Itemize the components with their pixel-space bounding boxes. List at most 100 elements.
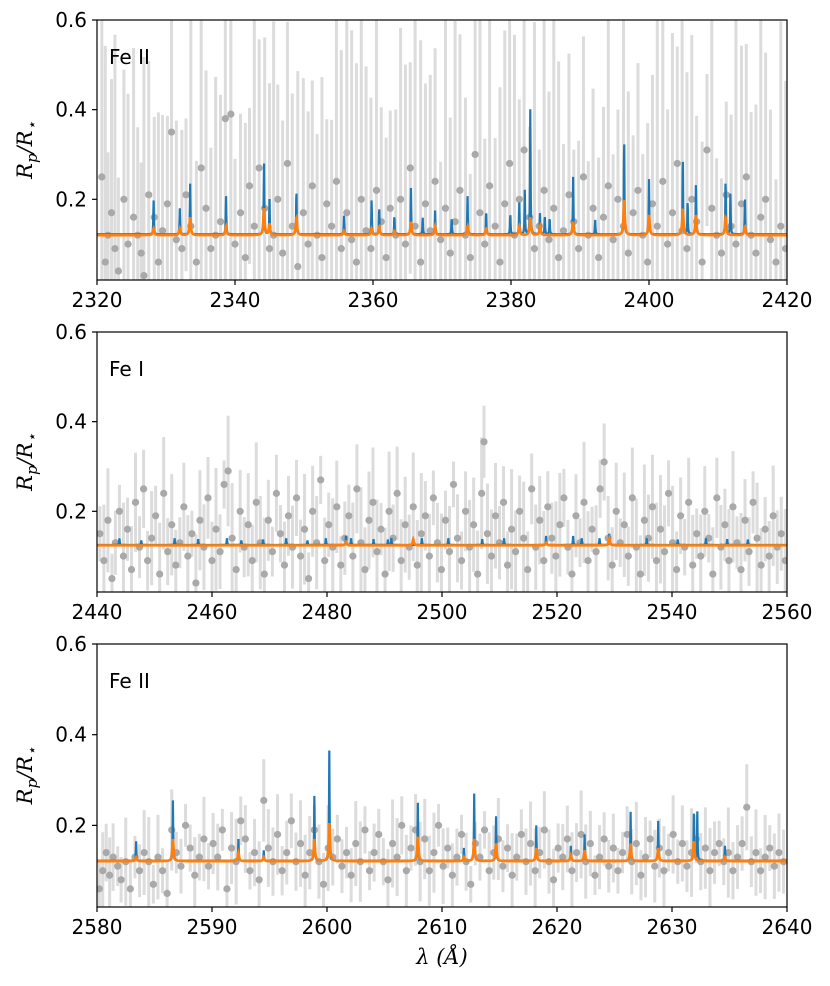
data-point: [318, 253, 326, 262]
data-point: [556, 521, 564, 529]
y-tick-label: 0.4: [55, 723, 87, 747]
x-tick-label: 2500: [417, 600, 468, 624]
data-point: [361, 826, 369, 834]
data-point: [742, 173, 750, 181]
data-point: [777, 530, 785, 538]
data-point: [599, 213, 608, 221]
data-point: [221, 115, 229, 123]
data-point: [236, 209, 245, 217]
data-point: [634, 186, 642, 194]
data-point: [232, 565, 240, 574]
data-point: [445, 548, 454, 556]
data-point: [437, 236, 445, 244]
data-point: [244, 521, 252, 529]
data-point: [172, 236, 180, 244]
data-point: [444, 844, 452, 852]
data-point: [372, 186, 381, 194]
x-tick-label: 2610: [417, 915, 468, 939]
data-point: [486, 182, 494, 190]
data-point: [204, 862, 213, 870]
data-point: [560, 494, 568, 502]
data-point: [129, 213, 138, 221]
data-point: [579, 173, 588, 181]
data-point: [426, 227, 434, 235]
data-point: [540, 557, 548, 565]
x-tick-label: 2340: [210, 288, 261, 312]
data-point: [470, 521, 478, 529]
data-point: [163, 889, 171, 897]
data-point: [337, 245, 345, 253]
data-point: [648, 503, 657, 511]
y-axis-label: Rp/R⋆: [13, 433, 41, 492]
data-point: [706, 867, 714, 875]
data-point: [264, 844, 272, 852]
data-point: [575, 245, 583, 253]
data-point: [701, 507, 709, 515]
y-tick-label: 0.4: [55, 410, 87, 434]
data-point: [636, 570, 644, 578]
data-point: [769, 512, 777, 520]
data-point: [453, 853, 461, 861]
data-point: [540, 186, 548, 194]
y-tick-label: 0.6: [55, 8, 87, 32]
data-point: [218, 826, 226, 834]
data-point: [197, 164, 205, 172]
data-point: [241, 253, 249, 262]
data-point: [491, 222, 499, 230]
data-point: [123, 525, 132, 533]
data-point: [595, 853, 604, 861]
data-point: [528, 485, 536, 493]
data-point: [421, 200, 430, 208]
data-point: [361, 565, 369, 574]
data-point: [660, 548, 669, 556]
data-point: [306, 848, 314, 857]
data-point: [283, 159, 292, 168]
data-point: [207, 245, 215, 253]
data-point: [145, 191, 153, 199]
data-point: [628, 494, 636, 502]
data-point: [294, 262, 302, 271]
data-point: [101, 258, 109, 266]
data-point: [252, 498, 260, 506]
data-point: [98, 173, 106, 181]
data-point: [741, 516, 749, 524]
data-point: [255, 164, 263, 172]
data-point: [188, 530, 196, 538]
data-point: [563, 835, 571, 843]
data-point: [471, 150, 479, 159]
data-point: [274, 195, 282, 203]
data-point: [421, 512, 429, 520]
data-point: [109, 853, 117, 861]
data-point: [552, 552, 560, 560]
data-point: [421, 835, 429, 843]
data-point: [100, 557, 108, 565]
data-point: [508, 871, 516, 879]
data-point: [177, 862, 185, 870]
data-point: [474, 570, 482, 578]
data-point: [301, 871, 309, 879]
data-point: [99, 867, 107, 875]
x-tick-label: 2590: [187, 915, 238, 939]
data-point: [668, 209, 677, 217]
data-point: [373, 548, 381, 556]
data-point: [752, 249, 760, 257]
data-point: [393, 853, 401, 861]
data-point: [126, 885, 134, 893]
data-point: [296, 552, 305, 560]
data-point: [429, 494, 437, 502]
data-point: [441, 204, 450, 212]
data-point: [250, 222, 258, 230]
data-point: [273, 830, 282, 839]
data-point: [348, 236, 356, 244]
data-point: [689, 561, 697, 569]
data-point: [208, 557, 216, 565]
y-tick-label: 0.4: [55, 98, 87, 122]
data-point: [766, 236, 775, 244]
data-point: [664, 489, 673, 497]
data-point: [524, 565, 532, 574]
panel-species-label: Fe I: [109, 357, 144, 381]
data-point: [182, 191, 190, 199]
data-point: [683, 245, 691, 253]
data-point: [255, 876, 263, 884]
data-point: [439, 862, 447, 870]
